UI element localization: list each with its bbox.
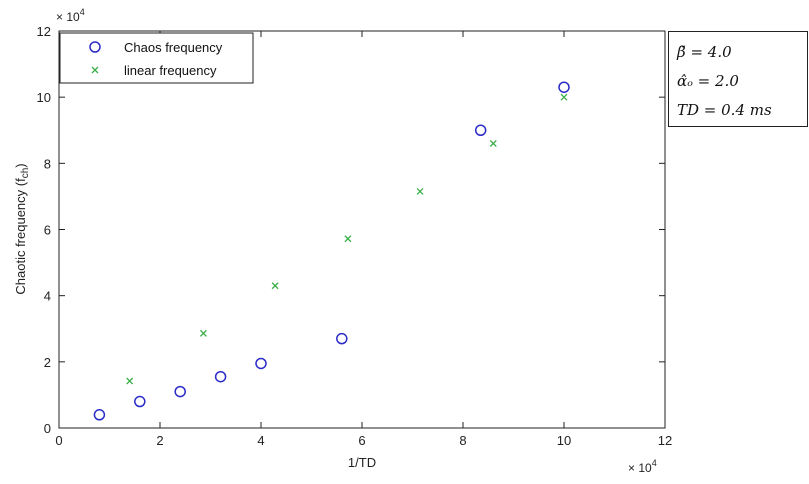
x-tick-label: 6 [358, 433, 365, 448]
legend-marker-chaos [89, 41, 101, 53]
x-tick-label: 2 [156, 433, 163, 448]
chaos-frequency-point [336, 332, 348, 345]
chaos-frequency-point [214, 370, 227, 383]
tick-labels: 0 2 4 6 8 10 12 0 2 4 6 8 10 12 [37, 24, 673, 448]
y-tick-label: 6 [44, 223, 51, 238]
y-axis-label: Chaotic frequency (fch) [13, 163, 31, 294]
x-tick-label: 8 [459, 433, 466, 448]
y-tick-label: 12 [37, 24, 51, 39]
x-exponent-label: × 104 [628, 458, 657, 475]
x-tick-label: 10 [557, 433, 571, 448]
legend-label-linear: linear frequency [124, 63, 217, 78]
param-alpha: α̂ₒ = 2.0 [677, 72, 739, 90]
linear-frequency-point [416, 187, 424, 195]
axis-ticks [58, 30, 666, 429]
param-beta: β̃ = 4.0 [677, 43, 732, 61]
parameter-box: β̃ = 4.0 α̂ₒ = 2.0 TD = 0.4 ms [668, 31, 808, 127]
y-exponent-label: × 104 [56, 7, 85, 24]
legend: Chaos frequency linear frequency [59, 32, 254, 84]
legend-label-chaos: Chaos frequency [124, 40, 223, 55]
linear-frequency-point [199, 329, 207, 337]
plot-area [58, 30, 666, 429]
chaos-frequency-point [255, 357, 267, 370]
param-td: TD = 0.4 ms [677, 101, 772, 119]
chaos-frequency-point [93, 409, 106, 421]
chaos-frequency-point [174, 385, 186, 398]
x-axis-label: 1/TD [348, 455, 376, 470]
x-tick-label: 4 [257, 433, 264, 448]
chaos-frequency-point [558, 81, 570, 93]
linear-frequency-point [489, 140, 497, 147]
y-tick-label: 4 [44, 289, 51, 304]
legend-marker-linear [91, 66, 99, 74]
linear-frequency-point [126, 377, 134, 385]
x-tick-label: 0 [55, 433, 62, 448]
linear-frequency-point [560, 93, 568, 101]
linear-frequency-point [271, 282, 279, 290]
y-tick-label: 0 [44, 421, 51, 436]
legend-box [59, 32, 254, 84]
data-marks [93, 81, 570, 421]
chaos-frequency-point [474, 124, 487, 136]
x-tick-label: 12 [658, 433, 672, 448]
y-tick-label: 8 [44, 156, 51, 171]
linear-frequency-point [344, 235, 352, 243]
y-tick-label: 10 [37, 90, 51, 105]
y-tick-label: 2 [44, 355, 51, 370]
chaos-frequency-point [134, 395, 146, 408]
